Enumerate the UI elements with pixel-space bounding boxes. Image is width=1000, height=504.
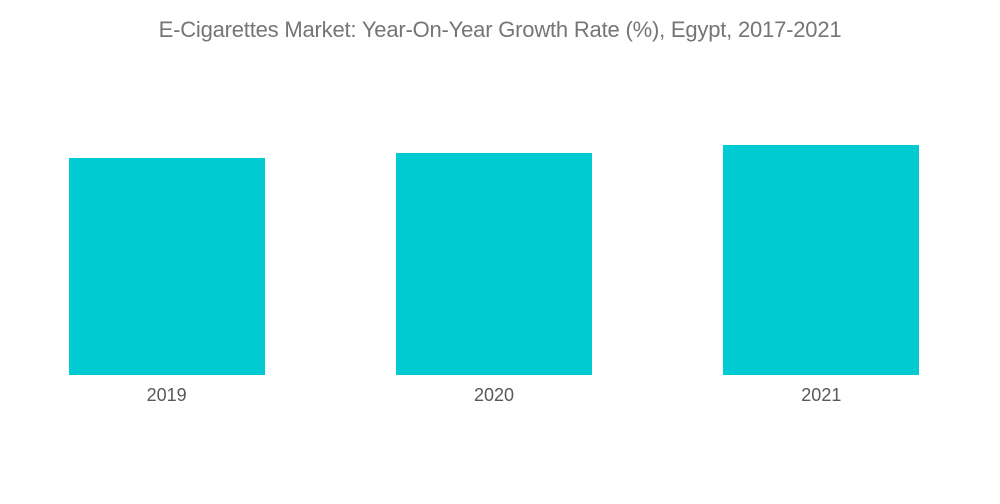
x-tick-label-2019: 2019 [146, 385, 187, 405]
x-axis-labels: 2019 2020 2021 [3, 384, 985, 406]
x-tick-label-2020: 2020 [473, 385, 515, 405]
bar-2020 [395, 153, 592, 375]
plot-area [3, 0, 985, 375]
bar-2021 [723, 145, 920, 375]
bar-2019 [68, 158, 265, 375]
chart-title: E-Cigarettes Market: Year-On-Year Growth… [158, 17, 842, 42]
x-tick-label-2021: 2021 [801, 385, 842, 405]
